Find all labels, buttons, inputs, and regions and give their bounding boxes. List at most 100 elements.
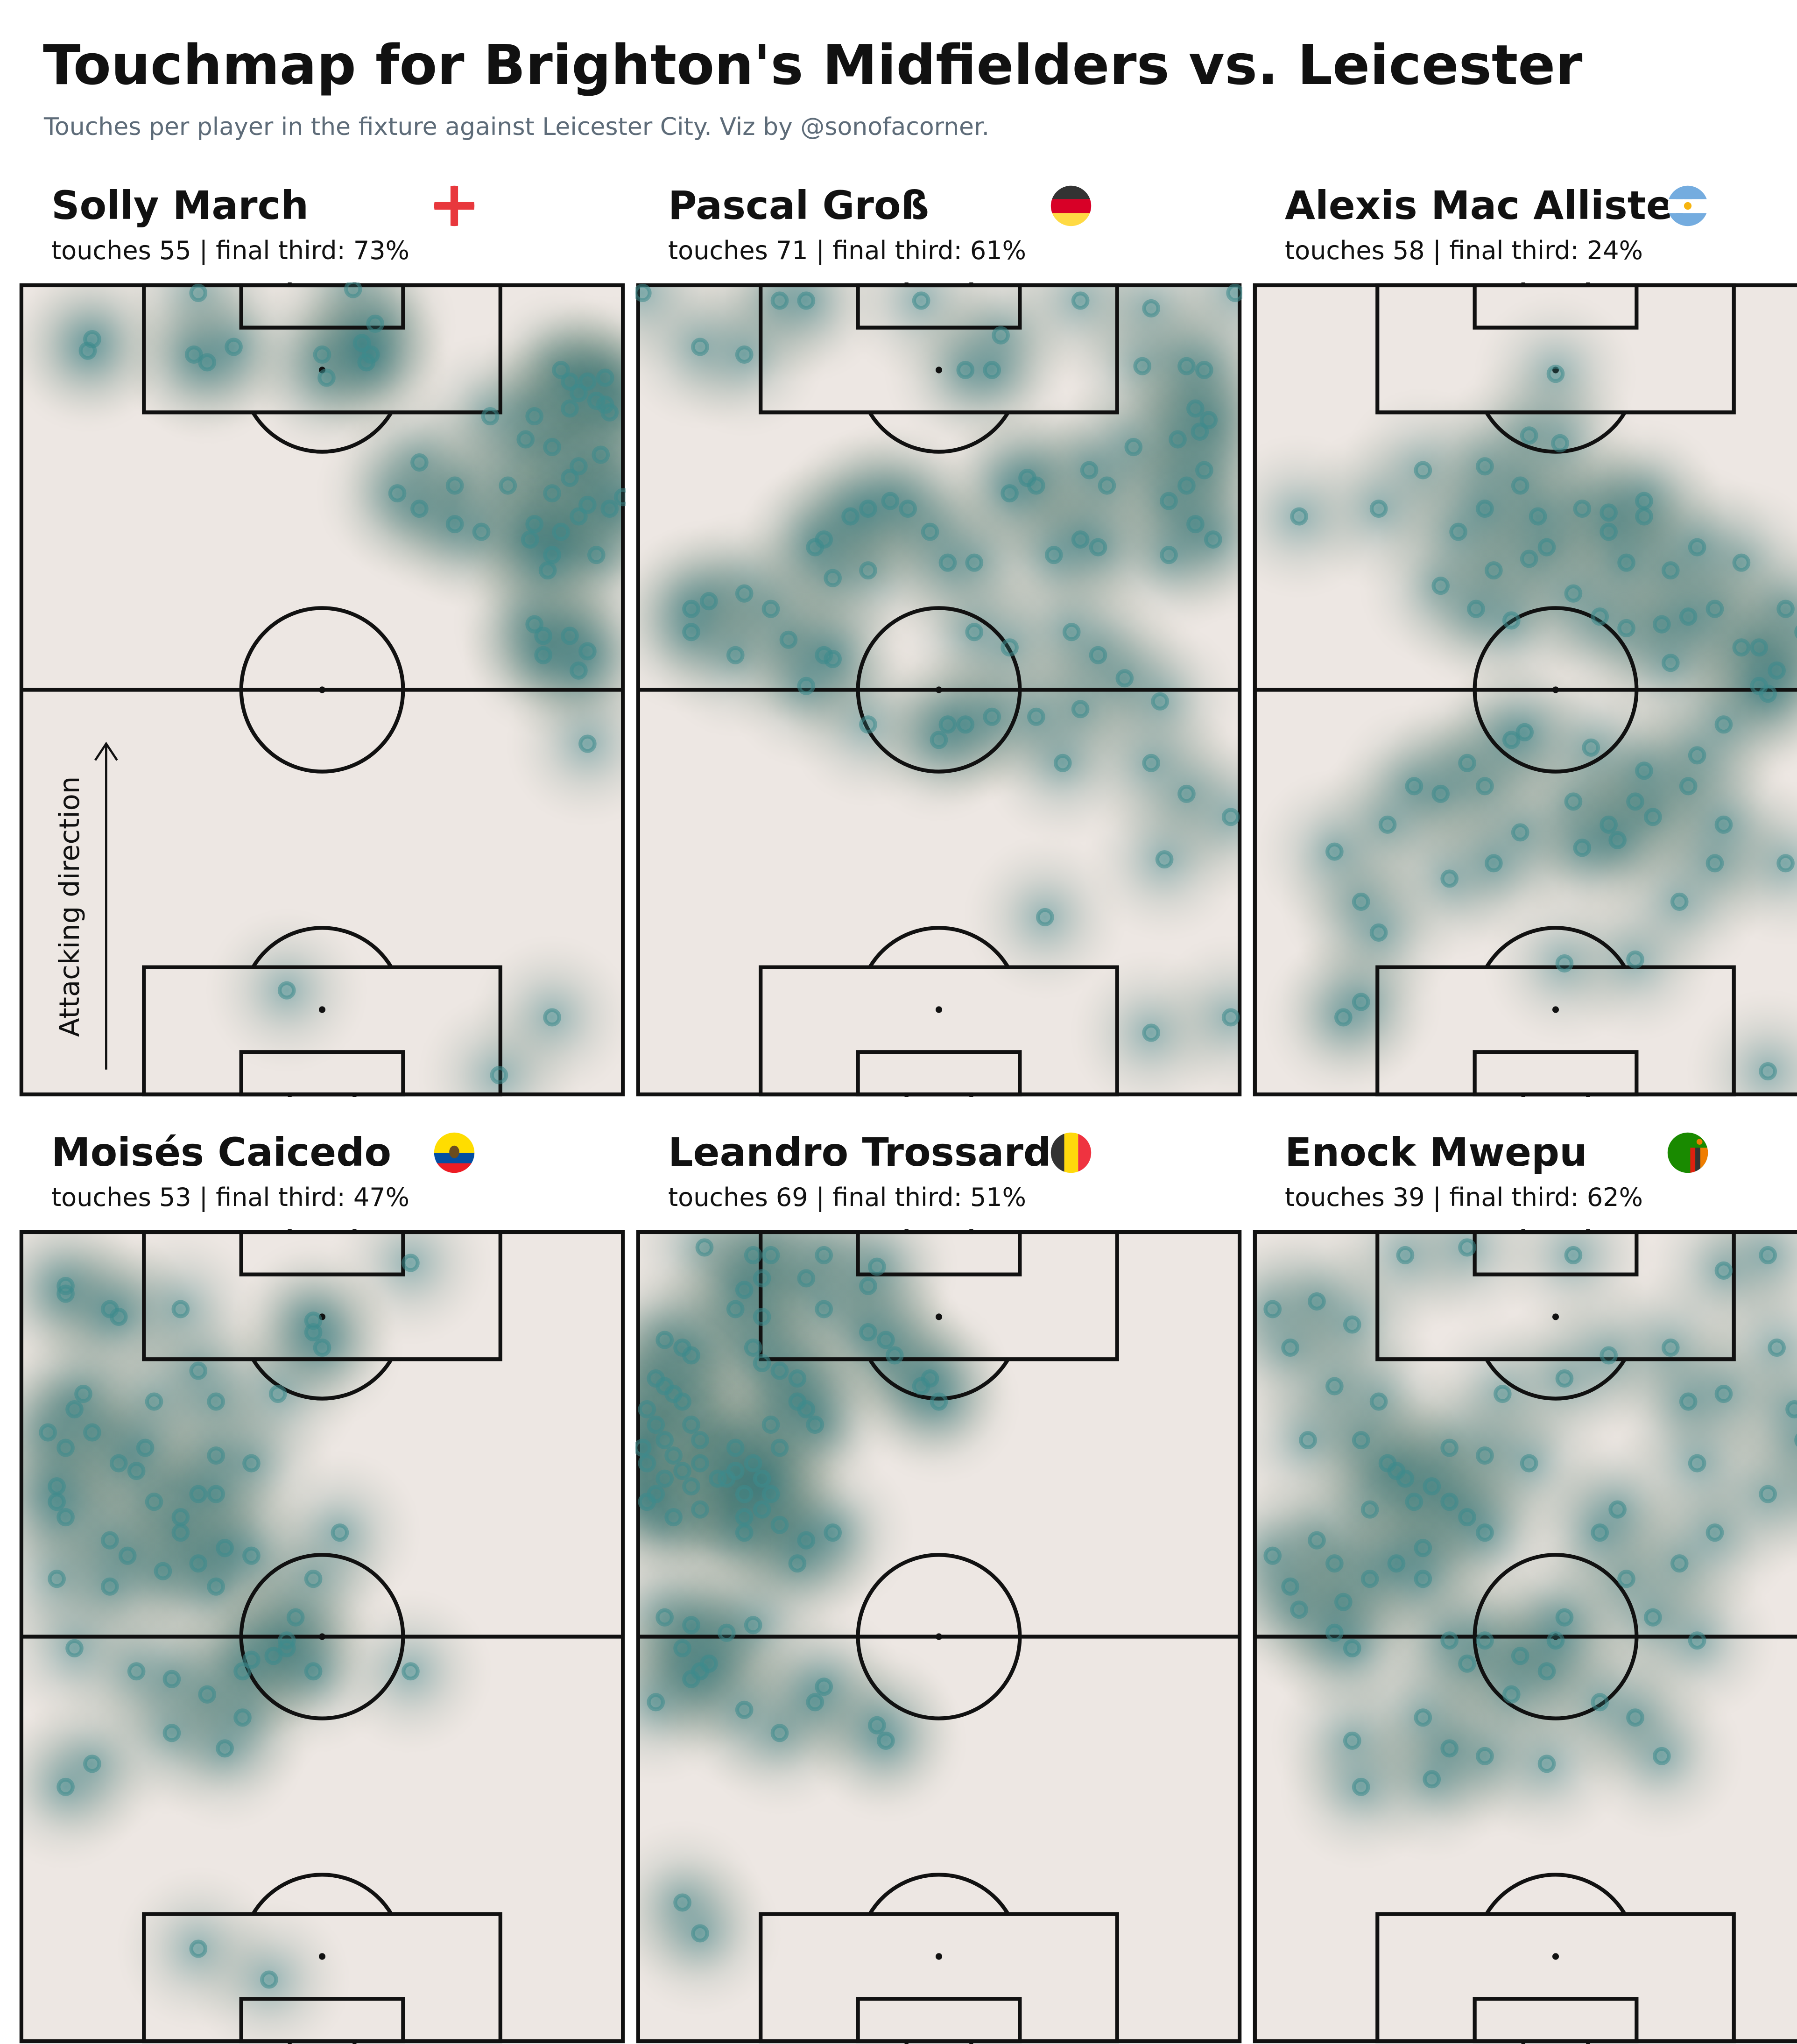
touch-point xyxy=(48,1493,66,1511)
touch-point xyxy=(956,715,975,734)
touch-point xyxy=(1635,492,1653,510)
touch-point xyxy=(726,1300,745,1318)
flag-stripe xyxy=(1050,199,1092,213)
touch-point xyxy=(1511,1647,1529,1665)
touch-point xyxy=(1334,1008,1353,1027)
touch-point xyxy=(534,646,552,664)
density-blob xyxy=(1615,464,1779,630)
touch-point xyxy=(388,484,407,503)
touch-point xyxy=(1160,492,1178,510)
argentina-flag-icon xyxy=(1667,185,1708,226)
touch-point xyxy=(635,1438,652,1457)
touch-point xyxy=(74,1385,92,1403)
touch-point xyxy=(877,1731,895,1750)
touch-point xyxy=(824,569,842,587)
touch-point xyxy=(788,1369,807,1388)
touch-point xyxy=(1626,1708,1644,1727)
touch-points xyxy=(39,1254,420,1989)
density-blob xyxy=(1279,1704,1443,1870)
touch-point xyxy=(770,1515,789,1534)
touch-point xyxy=(1160,546,1178,564)
goal-top xyxy=(288,1229,357,1234)
touch-point xyxy=(1414,1539,1432,1558)
touch-point xyxy=(344,282,362,298)
touch-points xyxy=(78,282,626,1085)
touch-point xyxy=(1221,1008,1240,1027)
touch-point xyxy=(744,1616,762,1635)
touch-point xyxy=(735,1508,754,1527)
touch-point xyxy=(965,623,984,641)
touch-point xyxy=(233,1662,252,1681)
touch-point xyxy=(1378,815,1397,834)
penalty-spot-bottom xyxy=(1552,1953,1559,1960)
touch-point xyxy=(277,1639,296,1657)
page-title: Touchmap for Brighton's Midfielders vs. … xyxy=(43,33,1583,97)
touch-point xyxy=(1626,950,1644,969)
touch-point xyxy=(1458,754,1476,772)
touch-point xyxy=(1644,808,1662,826)
density-blob xyxy=(1473,1558,1638,1724)
player-stats: touches 55 | final third: 73% xyxy=(51,236,409,265)
touch-point xyxy=(815,1300,833,1318)
touch-point xyxy=(56,1276,75,1295)
touch-point xyxy=(691,1924,709,1943)
touch-point xyxy=(1759,1062,1777,1081)
touch-point xyxy=(1705,599,1724,618)
touch-point xyxy=(859,715,877,734)
touch-point xyxy=(1290,507,1308,526)
touch-point xyxy=(1768,661,1786,680)
touch-point xyxy=(1564,584,1583,603)
density-blob xyxy=(1254,433,1381,599)
touch-point xyxy=(543,546,561,564)
touch-point xyxy=(48,1477,66,1496)
touch-point xyxy=(304,1662,323,1681)
touch-points xyxy=(1263,1238,1797,1796)
touch-point xyxy=(1414,1708,1432,1727)
touch-point xyxy=(1440,1438,1459,1457)
touch-density xyxy=(1254,291,1797,1095)
penalty-spot-bottom xyxy=(1552,1006,1559,1013)
touch-point xyxy=(841,507,860,526)
touch-point xyxy=(682,599,700,618)
center-circle xyxy=(856,606,1022,774)
touch-point xyxy=(735,1281,754,1299)
touch-point xyxy=(1476,1747,1494,1765)
touch-point xyxy=(717,1623,736,1642)
touch-point xyxy=(198,353,217,372)
touch-point xyxy=(797,677,816,695)
center-circle xyxy=(1473,1553,1639,1720)
touch-point xyxy=(868,1257,886,1276)
touch-point xyxy=(1626,792,1644,811)
touch-point xyxy=(1440,1739,1459,1758)
touch-point xyxy=(65,1639,84,1657)
touch-point xyxy=(770,1438,789,1457)
touch-point xyxy=(1204,530,1222,549)
touch-point xyxy=(1661,654,1680,672)
penalty-arc-bottom xyxy=(1485,926,1627,968)
touch-point xyxy=(1714,715,1733,734)
touch-point xyxy=(1617,619,1635,637)
touch-point xyxy=(109,1307,128,1326)
goal-bottom xyxy=(288,2039,357,2044)
touch-point xyxy=(1387,1554,1406,1573)
touch-point xyxy=(1688,1454,1706,1473)
penalty-arc-bottom xyxy=(251,1873,393,1915)
flag-stripe xyxy=(1690,1148,1696,1173)
touch-point xyxy=(1369,500,1388,518)
touch-point xyxy=(735,1700,754,1719)
touch-point xyxy=(921,522,939,541)
touch-point xyxy=(596,368,614,387)
touch-point xyxy=(992,326,1010,345)
touch-point xyxy=(410,453,429,472)
touch-point xyxy=(1608,831,1627,849)
touch-point xyxy=(1688,1631,1706,1650)
touch-point xyxy=(638,1493,656,1511)
touch-point xyxy=(1263,1546,1282,1565)
touch-point xyxy=(268,1385,287,1403)
goal-bottom xyxy=(1521,2039,1590,2044)
touch-point xyxy=(100,1577,119,1596)
touch-point xyxy=(189,283,208,302)
touch-point xyxy=(552,522,570,541)
touch-point xyxy=(1485,561,1503,580)
penalty-spot-top xyxy=(935,367,943,374)
